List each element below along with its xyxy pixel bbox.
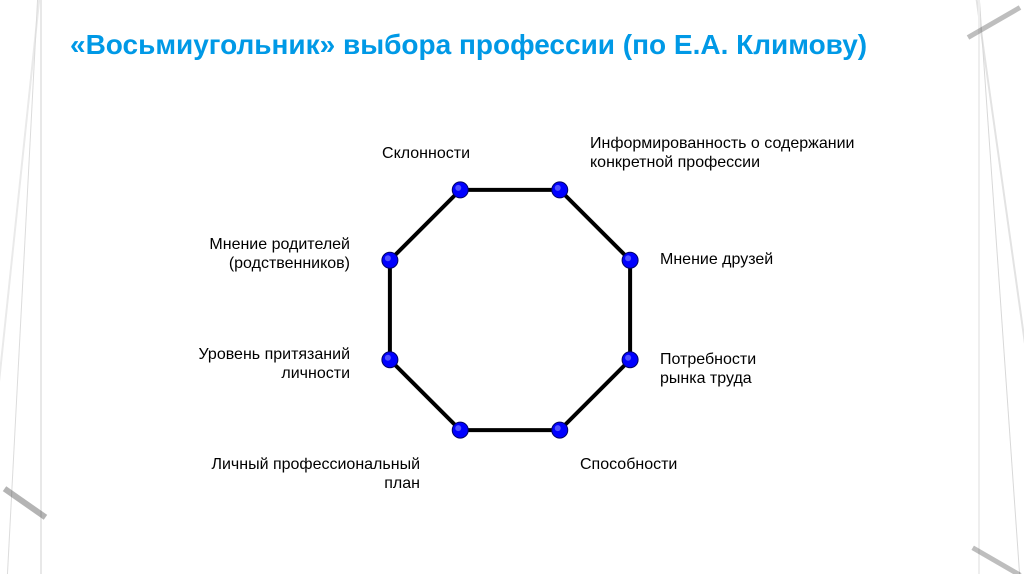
- label-lpp: Личный профессиональный план: [130, 455, 420, 493]
- label-lpp-line2: план: [384, 475, 420, 492]
- label-inform: Информированность о содержании конкретно…: [590, 134, 910, 172]
- octagon-edges: [390, 190, 630, 430]
- label-sposobnosti: Способности: [580, 455, 780, 474]
- node-uroven: [382, 352, 398, 368]
- page-title: «Восьмиугольник» выбора профессии (по Е.…: [70, 28, 964, 62]
- node-sposob: [552, 422, 568, 438]
- label-inform-line1: Информированность о содержании: [590, 135, 854, 152]
- octagon-diagram: Склонности Информированность о содержани…: [0, 120, 1024, 550]
- node-potreb: [622, 352, 638, 368]
- label-potreb-line1: Потребности: [660, 351, 756, 368]
- slide: «Восьмиугольник» выбора профессии (по Е.…: [0, 0, 1024, 574]
- label-uroven: Уровень притязаний личности: [140, 345, 350, 383]
- label-uroven-line2: личности: [281, 365, 350, 382]
- label-potreb-line2: рынка труда: [660, 370, 752, 387]
- label-mnenie-druzei: Мнение друзей: [660, 250, 860, 269]
- label-uroven-line1: Уровень притязаний: [198, 346, 350, 363]
- label-lpp-line1: Личный профессиональный: [211, 456, 420, 473]
- label-mnenie-rod-line2: (родственников): [229, 255, 350, 272]
- node-mnenie_dr: [622, 252, 638, 268]
- node-sklonnosti: [452, 182, 468, 198]
- label-mnenie-rod-line1: Мнение родителей: [209, 236, 350, 253]
- label-potrebnosti: Потребности рынка труда: [660, 350, 860, 388]
- node-mnenie_rod: [382, 252, 398, 268]
- label-sklonnosti: Склонности: [360, 144, 470, 163]
- label-inform-line2: конкретной профессии: [590, 154, 760, 171]
- node-lpp: [452, 422, 468, 438]
- label-mnenie-rod: Мнение родителей (родственников): [160, 235, 350, 273]
- node-inform: [552, 182, 568, 198]
